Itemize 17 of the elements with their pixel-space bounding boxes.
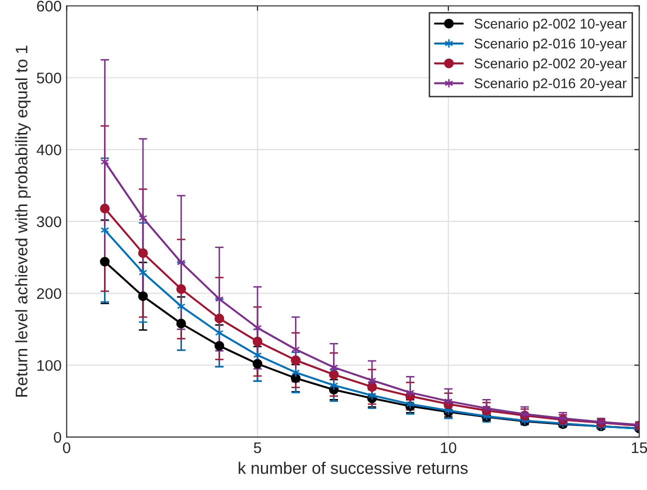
legend-label: Scenario p2-002 10-year	[474, 18, 627, 32]
y-tick-label: 0	[54, 432, 62, 443]
x-tick-label: 0	[62, 442, 70, 454]
x-tick-label: 15	[632, 442, 647, 454]
y-tick-label: 200	[37, 288, 62, 300]
y-tick-label: 500	[36, 72, 62, 84]
y-tick-label: 300	[36, 216, 62, 228]
y-axis-title: Return level achieved with probability equal to 1	[15, 46, 31, 397]
x-axis-title: k number of successive returns	[238, 462, 468, 474]
y-tick-label: 400	[36, 144, 62, 156]
x-tick-label: 5	[254, 442, 262, 454]
legend-label: Scenario p2-002 20-year	[474, 58, 627, 72]
legend-label: Scenario p2-016 20-year	[474, 78, 627, 91]
x-tick-label: 10	[441, 442, 456, 454]
y-tick-label: 100	[37, 360, 62, 371]
y-tick-label: 600	[37, 0, 62, 12]
legend-label: Scenario p2-016 10-year	[474, 38, 627, 52]
